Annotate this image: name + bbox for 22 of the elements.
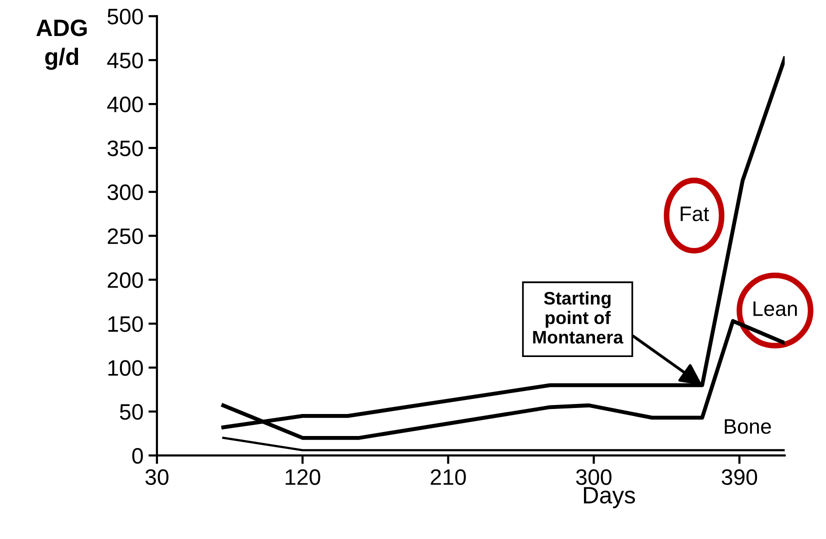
series-label: Lean (754, 302, 797, 316)
y-tick-label: 250 (108, 228, 143, 244)
y-tick-label: 200 (108, 272, 143, 288)
x-tick-label: 300 (576, 469, 612, 485)
x-tick-label: 30 (145, 469, 168, 485)
annotation: Starting point of Montanera (533, 291, 624, 344)
y-tick-label: 0 (132, 448, 143, 464)
y-tick-label: 400 (107, 96, 143, 112)
y-tick-label: 350 (108, 140, 143, 156)
y-tick-label: 150 (108, 316, 143, 332)
x-axis-title: Days (584, 487, 635, 508)
x-tick-label: 210 (430, 469, 466, 485)
x-tick-label: 120 (286, 469, 320, 485)
x-tick-label: 390 (722, 469, 758, 485)
series-label: Fat (680, 206, 709, 222)
y-tick-label: 300 (108, 184, 143, 200)
y-tick-label: 450 (107, 52, 143, 68)
y-axis-title: ADG g/d (36, 19, 87, 70)
y-tick-label: 100 (108, 360, 143, 376)
y-tick-label: 50 (120, 404, 143, 420)
y-tick-label: 500 (108, 8, 143, 24)
series-label: Bone (724, 419, 771, 434)
